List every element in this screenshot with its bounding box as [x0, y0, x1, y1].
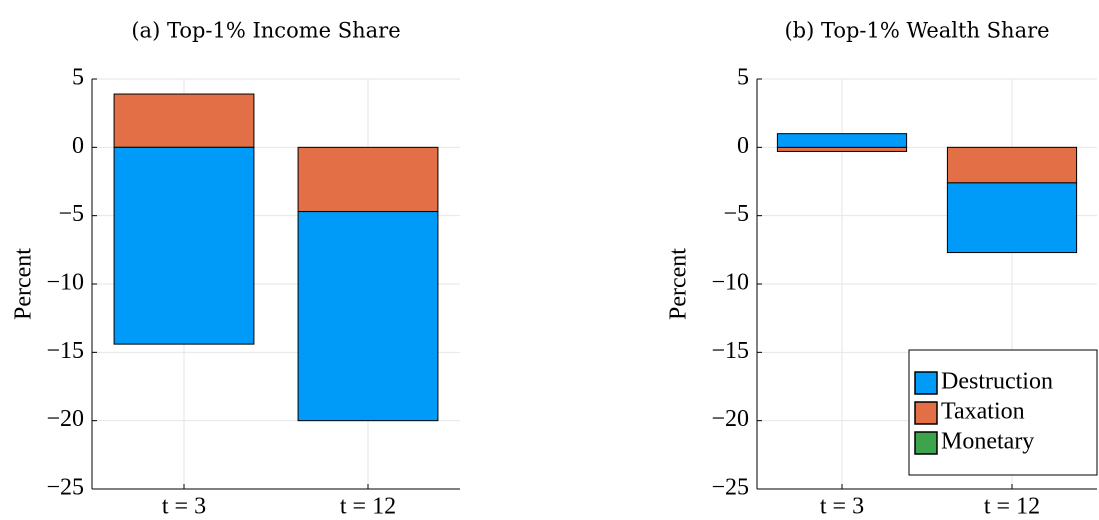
legend-box — [908, 349, 1098, 476]
y-tick-label: −10 — [711, 270, 749, 296]
chart-title: (a) Top-1% Income Share — [131, 19, 400, 43]
legend-label: Taxation — [941, 399, 1025, 425]
legend-label: Destruction — [941, 369, 1053, 395]
bar-segment — [946, 146, 1078, 184]
y-tick-label: −10 — [46, 270, 84, 296]
y-tick-label: 5 — [737, 65, 749, 91]
bar-segment — [776, 133, 908, 148]
x-tick-label: t = 3 — [162, 494, 206, 520]
y-tick-label: 5 — [72, 65, 84, 91]
y-tick-label: −5 — [58, 201, 84, 227]
x-tick-label: t = 3 — [820, 494, 864, 520]
y-axis-label: Percent — [666, 248, 692, 320]
bar-segment — [297, 146, 439, 213]
x-tick-label: t = 12 — [984, 494, 1040, 520]
legend: Destruction Taxation Monetary — [908, 349, 1098, 476]
chart-title: (b) Top-1% Wealth Share — [784, 19, 1049, 43]
y-tick-label: 0 — [72, 133, 84, 159]
y-tick-label: −25 — [46, 475, 84, 501]
bar-segment — [113, 146, 255, 345]
bar-segment — [946, 182, 1078, 254]
y-tick-label: −5 — [723, 201, 749, 227]
panel: (a) Top-1% Income Share Percent −25 −20 −15 −… — [11, 19, 460, 520]
legend-swatch — [914, 371, 938, 395]
legend-label: Monetary — [941, 429, 1034, 455]
y-axis-label: Percent — [11, 248, 37, 320]
legend-swatch — [914, 401, 938, 425]
panel: (b) Top-1% Wealth Share Percent −25 −20 −15 −… — [666, 19, 1098, 520]
y-tick-label: 0 — [737, 133, 749, 159]
y-tick-label: −15 — [46, 338, 84, 364]
y-tick-label: −25 — [711, 475, 749, 501]
legend-swatch — [914, 431, 938, 455]
x-tick-label: t = 12 — [340, 494, 396, 520]
y-tick-label: −15 — [711, 338, 749, 364]
bar-segment — [776, 146, 908, 152]
y-tick-label: −20 — [711, 406, 749, 432]
y-tick-label: −20 — [46, 406, 84, 432]
bar-segment — [297, 211, 439, 422]
bar-segment — [113, 93, 255, 148]
